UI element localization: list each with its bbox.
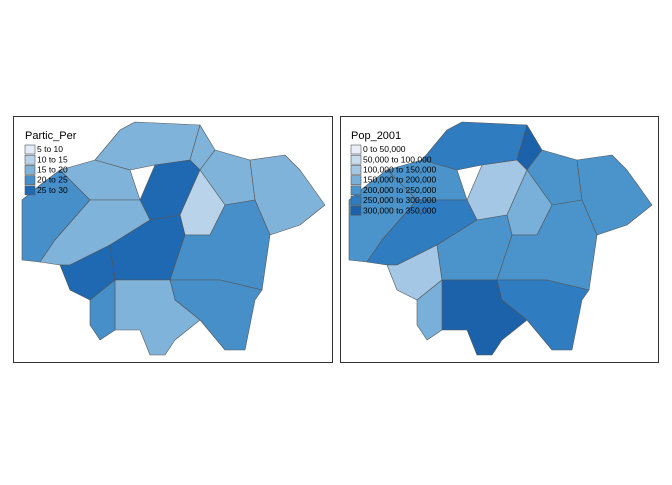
legend-title: Pop_2001 xyxy=(351,130,401,142)
legend-label: 300,000 to 350,000 xyxy=(363,205,437,215)
legend-label: 200,000 to 250,000 xyxy=(363,185,437,195)
legend-swatch xyxy=(24,165,36,175)
legend-swatch xyxy=(24,185,36,196)
legend-label: 0 to 50,000 xyxy=(363,144,406,154)
legend-label: 5 to 10 xyxy=(37,144,63,154)
legend-swatch xyxy=(24,154,36,165)
legend-label: 50,000 to 100,000 xyxy=(363,154,432,164)
legend-label: 100,000 to 150,000 xyxy=(363,164,437,174)
legend-swatch xyxy=(350,144,362,155)
legend-swatch xyxy=(350,205,362,216)
legend-swatch xyxy=(350,175,362,185)
legend-label: 10 to 15 xyxy=(37,154,68,164)
legend-label: 15 to 20 xyxy=(37,164,68,174)
legend-swatch xyxy=(350,154,362,165)
legend-swatch xyxy=(350,165,362,175)
legend-label: 25 to 30 xyxy=(37,185,68,195)
legend-swatch xyxy=(24,175,36,185)
legend-label: 250,000 to 300,000 xyxy=(363,195,437,205)
legend-swatch xyxy=(350,195,362,206)
legend-swatch xyxy=(350,185,362,196)
legend-label: 20 to 25 xyxy=(37,175,68,185)
legend-label: 150,000 to 200,000 xyxy=(363,175,437,185)
legend-swatch xyxy=(24,144,36,155)
legend-title: Partic_Per xyxy=(25,130,77,142)
